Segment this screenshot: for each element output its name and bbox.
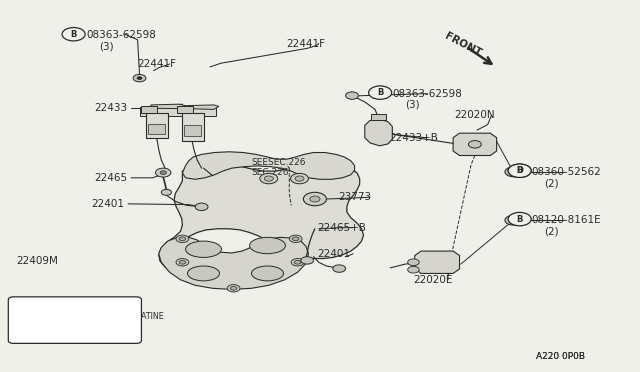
Text: SEC.226: SEC.226 xyxy=(252,169,289,177)
Circle shape xyxy=(133,74,146,82)
Circle shape xyxy=(468,141,481,148)
Circle shape xyxy=(62,28,85,41)
Text: 08363-62598: 08363-62598 xyxy=(86,31,156,40)
Text: (2): (2) xyxy=(544,227,559,236)
Text: 22433+B: 22433+B xyxy=(389,133,438,142)
Circle shape xyxy=(505,167,522,177)
Text: 22409M: 22409M xyxy=(16,256,58,266)
Text: 22020E: 22020E xyxy=(413,275,452,285)
Circle shape xyxy=(508,212,531,226)
FancyBboxPatch shape xyxy=(8,297,141,343)
FancyBboxPatch shape xyxy=(148,124,165,134)
Circle shape xyxy=(292,237,299,241)
Circle shape xyxy=(230,286,237,290)
FancyBboxPatch shape xyxy=(184,125,201,136)
Circle shape xyxy=(346,92,358,99)
Circle shape xyxy=(227,285,240,292)
Text: 08120-8161E: 08120-8161E xyxy=(531,215,601,225)
Circle shape xyxy=(289,235,302,243)
FancyBboxPatch shape xyxy=(146,113,168,138)
Text: (2): (2) xyxy=(544,178,559,188)
Ellipse shape xyxy=(250,237,285,254)
Ellipse shape xyxy=(188,266,220,281)
Text: BOUGIE AVEC EXTREMITE EN PLATINE: BOUGIE AVEC EXTREMITE EN PLATINE xyxy=(14,312,164,321)
Polygon shape xyxy=(453,133,497,155)
Circle shape xyxy=(310,196,320,202)
Text: B: B xyxy=(377,88,383,97)
Text: 22401: 22401 xyxy=(92,199,125,209)
Text: PLATINUM TIPPED SPARK PLUG: PLATINUM TIPPED SPARK PLUG xyxy=(14,303,136,312)
Polygon shape xyxy=(151,104,186,109)
Circle shape xyxy=(294,260,301,264)
Circle shape xyxy=(176,259,189,266)
Text: 22020N: 22020N xyxy=(454,110,495,120)
Circle shape xyxy=(260,173,278,184)
Circle shape xyxy=(369,86,392,99)
Polygon shape xyxy=(182,152,355,179)
FancyBboxPatch shape xyxy=(140,107,216,116)
Circle shape xyxy=(160,171,166,174)
Polygon shape xyxy=(159,159,364,273)
Text: 22465: 22465 xyxy=(95,173,128,183)
Text: 22433: 22433 xyxy=(95,103,128,113)
Text: B: B xyxy=(70,30,77,39)
Circle shape xyxy=(291,259,304,266)
Text: 23773: 23773 xyxy=(338,192,371,202)
Circle shape xyxy=(195,203,208,211)
Text: B: B xyxy=(516,166,523,175)
Circle shape xyxy=(408,259,419,266)
Polygon shape xyxy=(371,114,386,120)
Circle shape xyxy=(176,235,189,243)
Text: (3): (3) xyxy=(99,42,114,51)
Circle shape xyxy=(179,260,186,264)
Ellipse shape xyxy=(252,266,284,281)
Circle shape xyxy=(508,164,531,177)
Circle shape xyxy=(333,265,346,272)
Polygon shape xyxy=(365,119,392,146)
Text: 22465+B: 22465+B xyxy=(317,223,366,232)
Ellipse shape xyxy=(186,241,221,257)
Text: A220 0P0B: A220 0P0B xyxy=(536,352,586,361)
Text: FRONT: FRONT xyxy=(443,31,483,58)
Text: SEESEC.226: SEESEC.226 xyxy=(252,158,306,167)
Circle shape xyxy=(301,257,314,264)
Circle shape xyxy=(137,77,142,80)
Circle shape xyxy=(264,176,273,181)
Circle shape xyxy=(295,176,304,181)
Circle shape xyxy=(510,218,516,222)
Polygon shape xyxy=(186,105,219,109)
Polygon shape xyxy=(159,237,308,289)
Text: 08360-52562: 08360-52562 xyxy=(531,167,601,177)
Text: B: B xyxy=(516,215,523,224)
Circle shape xyxy=(291,173,308,184)
Text: (3): (3) xyxy=(405,100,420,110)
FancyBboxPatch shape xyxy=(177,106,193,113)
Text: 08363-62598: 08363-62598 xyxy=(392,89,462,99)
Text: 22401: 22401 xyxy=(317,249,351,259)
Text: 22441F: 22441F xyxy=(138,59,177,69)
Circle shape xyxy=(505,215,522,225)
Circle shape xyxy=(303,192,326,206)
Text: 22441F: 22441F xyxy=(287,39,326,48)
Text: D: D xyxy=(516,166,523,175)
Circle shape xyxy=(408,266,419,273)
Circle shape xyxy=(156,168,171,177)
Circle shape xyxy=(179,237,186,241)
FancyBboxPatch shape xyxy=(141,106,157,113)
FancyBboxPatch shape xyxy=(182,113,204,141)
Circle shape xyxy=(508,164,531,177)
Circle shape xyxy=(161,189,172,195)
Text: A220 0P0B: A220 0P0B xyxy=(536,352,586,361)
Circle shape xyxy=(510,170,516,174)
Polygon shape xyxy=(415,251,460,273)
